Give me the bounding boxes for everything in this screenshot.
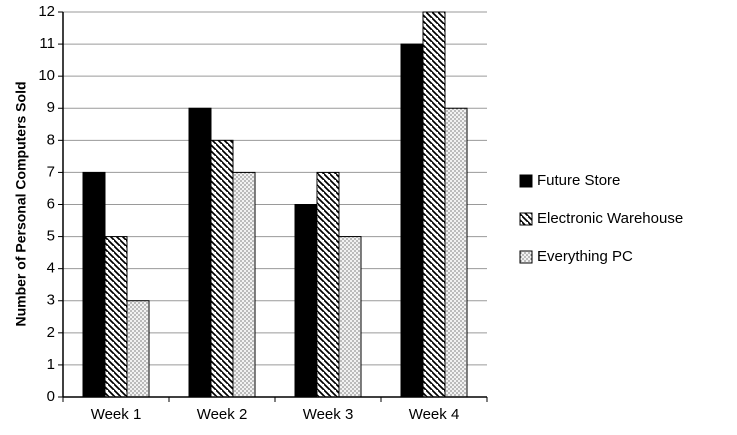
y-tick-label: 2 <box>47 324 55 341</box>
legend-swatch <box>519 174 533 188</box>
bar-future-store <box>188 107 212 398</box>
bar-future-store <box>294 204 318 398</box>
x-tick-labels: Week 1 Week 2 Week 3 Week 4 <box>91 406 460 423</box>
y-tick-label: 9 <box>47 99 55 116</box>
y-tick-label: 0 <box>47 388 55 405</box>
y-tick-label: 5 <box>47 228 55 245</box>
legend-label: Future Store <box>537 172 620 189</box>
y-tick-label: 1 <box>47 356 55 373</box>
bar-everything-pc <box>126 300 150 398</box>
legend-label: Everything PC <box>537 248 633 265</box>
y-tick-label: 8 <box>47 131 55 148</box>
y-axis-label: Number of Personal Computers Sold <box>13 81 29 326</box>
y-tick-label: 3 <box>47 292 55 309</box>
bar-everything-pc <box>444 107 468 398</box>
bar-electronic-warehouse <box>210 139 234 398</box>
y-tick-label: 10 <box>38 67 55 84</box>
bar-future-store <box>400 43 424 398</box>
bar-electronic-warehouse <box>316 171 340 398</box>
legend-label: Electronic Warehouse <box>537 210 683 227</box>
y-tick-label: 12 <box>38 3 55 20</box>
y-tick-label: 7 <box>47 163 55 180</box>
bar-electronic-warehouse <box>104 236 128 398</box>
bar-electronic-warehouse <box>422 11 446 398</box>
y-tick-label: 4 <box>47 260 55 277</box>
bars <box>82 11 468 398</box>
x-tick-label: Week 2 <box>197 406 248 423</box>
y-tick-label: 6 <box>47 195 55 212</box>
y-tick-label: 11 <box>39 35 55 52</box>
legend-swatch <box>519 212 533 226</box>
bar-future-store <box>82 171 106 398</box>
bar-everything-pc <box>232 171 256 398</box>
legend: Future Store Electronic Warehouse Everythi… <box>519 172 683 265</box>
bar-everything-pc <box>338 236 362 398</box>
legend-swatch <box>519 250 533 264</box>
x-tick-label: Week 4 <box>409 406 460 423</box>
x-tick-label: Week 3 <box>303 406 354 423</box>
axes <box>58 11 488 402</box>
x-tick-label: Week 1 <box>91 406 142 423</box>
